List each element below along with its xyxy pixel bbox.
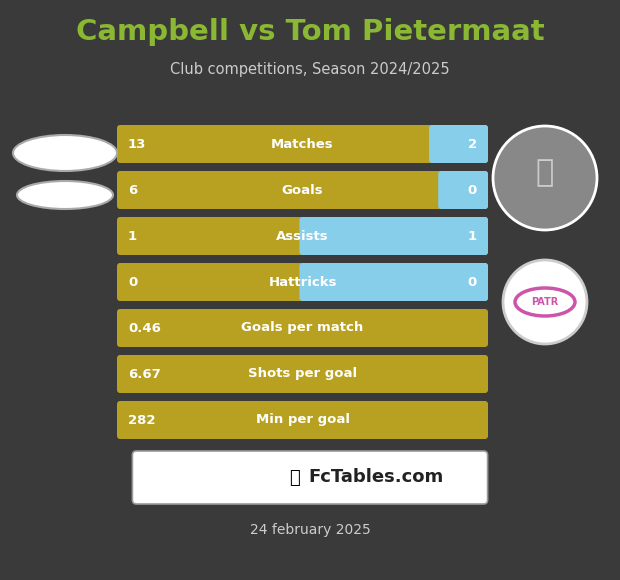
Text: 0: 0 xyxy=(128,276,137,288)
FancyBboxPatch shape xyxy=(117,263,488,301)
Text: 282: 282 xyxy=(128,414,156,426)
FancyBboxPatch shape xyxy=(299,263,488,301)
Text: 2: 2 xyxy=(468,137,477,150)
FancyBboxPatch shape xyxy=(299,217,488,255)
Text: 0: 0 xyxy=(467,183,477,197)
Text: Club competitions, Season 2024/2025: Club competitions, Season 2024/2025 xyxy=(170,62,450,77)
Text: 📊: 📊 xyxy=(290,469,300,487)
Ellipse shape xyxy=(515,288,575,316)
Text: 1: 1 xyxy=(468,230,477,242)
Text: 6: 6 xyxy=(128,183,137,197)
Text: Shots per goal: Shots per goal xyxy=(248,368,357,380)
FancyBboxPatch shape xyxy=(438,171,488,209)
Text: Hattricks: Hattricks xyxy=(268,276,337,288)
FancyBboxPatch shape xyxy=(117,171,488,209)
Text: 0.46: 0.46 xyxy=(128,321,161,335)
FancyBboxPatch shape xyxy=(133,451,487,504)
Text: PATR: PATR xyxy=(531,297,559,307)
Text: 6.67: 6.67 xyxy=(128,368,161,380)
FancyBboxPatch shape xyxy=(117,217,488,255)
FancyBboxPatch shape xyxy=(117,401,488,439)
Text: FcTables.com: FcTables.com xyxy=(308,469,443,487)
Text: 👤: 👤 xyxy=(536,158,554,187)
FancyBboxPatch shape xyxy=(429,125,488,163)
Text: 24 february 2025: 24 february 2025 xyxy=(250,523,370,537)
FancyBboxPatch shape xyxy=(117,309,488,347)
FancyBboxPatch shape xyxy=(117,125,488,163)
Text: Matches: Matches xyxy=(271,137,334,150)
Ellipse shape xyxy=(13,135,117,171)
Text: 13: 13 xyxy=(128,137,146,150)
Circle shape xyxy=(493,126,597,230)
Text: Goals: Goals xyxy=(281,183,323,197)
Text: Min per goal: Min per goal xyxy=(255,414,350,426)
Text: Campbell vs Tom Pietermaat: Campbell vs Tom Pietermaat xyxy=(76,18,544,46)
Text: Assists: Assists xyxy=(276,230,329,242)
Text: Goals per match: Goals per match xyxy=(241,321,363,335)
Text: 0: 0 xyxy=(467,276,477,288)
Circle shape xyxy=(503,260,587,344)
Ellipse shape xyxy=(17,181,113,209)
FancyBboxPatch shape xyxy=(117,355,488,393)
Text: 1: 1 xyxy=(128,230,137,242)
